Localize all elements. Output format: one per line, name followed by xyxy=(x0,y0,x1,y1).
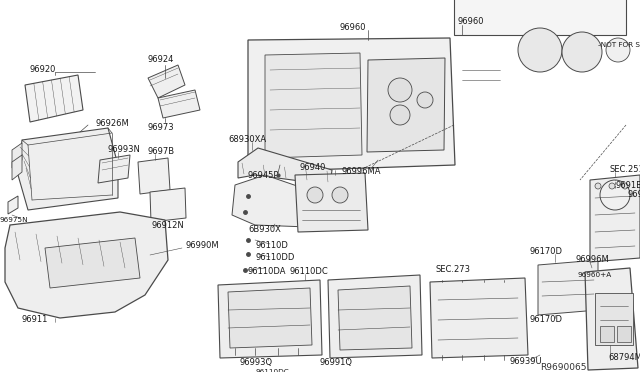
Polygon shape xyxy=(158,90,200,118)
Circle shape xyxy=(307,187,323,203)
Text: 6B930X: 6B930X xyxy=(248,225,281,234)
Circle shape xyxy=(417,92,433,108)
Polygon shape xyxy=(328,275,422,358)
Polygon shape xyxy=(25,75,83,122)
Text: 96110DC: 96110DC xyxy=(255,369,289,372)
Text: 96996MA: 96996MA xyxy=(342,167,381,176)
Polygon shape xyxy=(590,175,640,262)
Polygon shape xyxy=(5,212,168,318)
Text: 68930XA: 68930XA xyxy=(228,135,266,144)
Text: 96110DA: 96110DA xyxy=(248,267,287,276)
Text: 96940: 96940 xyxy=(300,164,326,173)
Polygon shape xyxy=(430,278,528,358)
Text: SEC.273: SEC.273 xyxy=(435,266,470,275)
Bar xyxy=(595,293,633,345)
Polygon shape xyxy=(98,155,130,183)
Polygon shape xyxy=(228,288,312,348)
Text: 9697B: 9697B xyxy=(148,148,175,157)
Text: 96993Q: 96993Q xyxy=(240,357,273,366)
Text: 96939U: 96939U xyxy=(510,357,543,366)
Circle shape xyxy=(388,78,412,102)
Text: 96924: 96924 xyxy=(148,55,174,64)
Text: 96945P: 96945P xyxy=(248,170,280,180)
Polygon shape xyxy=(150,188,186,222)
Text: 96110DD: 96110DD xyxy=(256,253,296,263)
Polygon shape xyxy=(295,173,368,232)
Circle shape xyxy=(606,38,630,62)
Text: 96975N: 96975N xyxy=(0,217,29,223)
Text: -NOT FOR SALE: -NOT FOR SALE xyxy=(598,42,640,48)
Text: 96920: 96920 xyxy=(30,65,56,74)
Circle shape xyxy=(600,180,630,210)
Circle shape xyxy=(609,183,615,189)
Polygon shape xyxy=(538,260,598,315)
Text: 96912N: 96912N xyxy=(152,221,185,230)
Circle shape xyxy=(622,183,628,189)
Text: 96960: 96960 xyxy=(340,23,367,32)
Polygon shape xyxy=(12,143,22,168)
Bar xyxy=(617,326,631,342)
Polygon shape xyxy=(138,158,170,194)
Text: 96990M: 96990M xyxy=(185,241,219,250)
Polygon shape xyxy=(265,53,362,158)
Circle shape xyxy=(332,187,348,203)
Circle shape xyxy=(518,28,562,72)
Polygon shape xyxy=(585,268,638,370)
Polygon shape xyxy=(45,238,140,288)
Circle shape xyxy=(390,105,410,125)
Polygon shape xyxy=(18,128,118,210)
Text: 96926M: 96926M xyxy=(95,119,129,128)
Polygon shape xyxy=(367,58,445,152)
Text: 9691B: 9691B xyxy=(615,180,640,189)
Bar xyxy=(600,326,614,342)
Polygon shape xyxy=(8,196,18,214)
Bar xyxy=(454,0,626,35)
Text: 96170D: 96170D xyxy=(530,247,563,257)
Polygon shape xyxy=(148,65,185,98)
Ellipse shape xyxy=(601,188,629,202)
Polygon shape xyxy=(238,148,332,185)
Text: 68794M: 68794M xyxy=(608,353,640,362)
Polygon shape xyxy=(12,155,22,180)
Polygon shape xyxy=(218,280,322,358)
Text: 96991Q: 96991Q xyxy=(320,357,353,366)
Text: 96110D: 96110D xyxy=(256,241,289,250)
Text: 96960: 96960 xyxy=(458,17,484,26)
Text: 96960+A: 96960+A xyxy=(578,272,612,278)
Polygon shape xyxy=(232,175,338,228)
Polygon shape xyxy=(338,286,412,350)
Text: 96110DC: 96110DC xyxy=(290,267,329,276)
Circle shape xyxy=(562,32,602,72)
Text: 96975Q: 96975Q xyxy=(628,190,640,199)
Text: 96973: 96973 xyxy=(148,124,175,132)
Text: 96996M: 96996M xyxy=(575,256,609,264)
Text: 96993N: 96993N xyxy=(108,145,141,154)
Text: SEC.251: SEC.251 xyxy=(610,166,640,174)
Text: R9690065: R9690065 xyxy=(540,363,586,372)
Text: 96911: 96911 xyxy=(22,315,49,324)
Text: 96170D: 96170D xyxy=(530,315,563,324)
Polygon shape xyxy=(248,38,455,172)
Circle shape xyxy=(595,183,601,189)
